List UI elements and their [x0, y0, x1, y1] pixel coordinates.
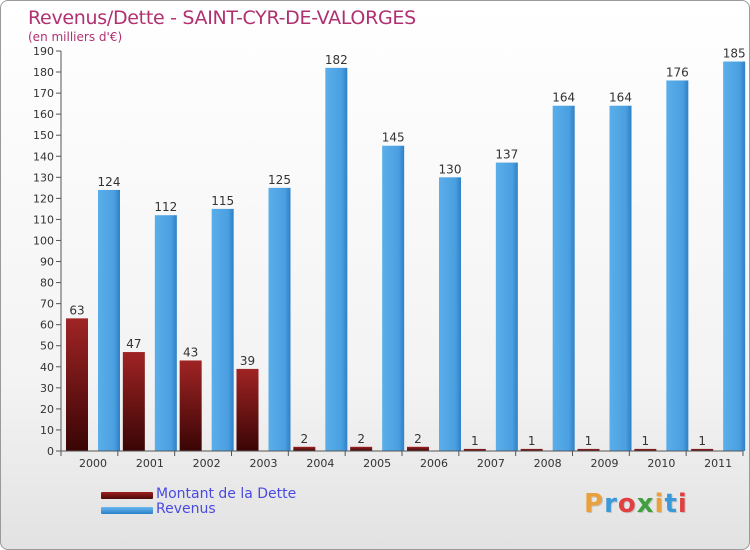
- bar-dette: [350, 446, 373, 451]
- x-tick-label: 2001: [136, 457, 164, 470]
- data-label-dette: 1: [642, 434, 650, 448]
- legend-label-revenus: Revenus: [156, 501, 216, 517]
- data-label-dette: 1: [585, 434, 593, 448]
- legend-swatch-revenus: [101, 507, 153, 514]
- bar-dette: [122, 352, 145, 451]
- data-label-dette: 63: [69, 303, 84, 317]
- y-tick-label: 30: [40, 382, 54, 395]
- bar-dette: [66, 318, 88, 451]
- y-tick-label: 100: [33, 234, 54, 247]
- data-label-dette: 2: [414, 432, 422, 446]
- data-label-dette: 2: [357, 432, 365, 446]
- bar-dette: [236, 368, 259, 451]
- y-tick-label: 0: [47, 445, 54, 458]
- logo-letter: r: [604, 489, 618, 519]
- y-tick-label: 90: [40, 256, 54, 269]
- bar-revenus: [666, 80, 689, 451]
- legend-label-dette: Montant de la Dette: [156, 486, 297, 502]
- y-tick-label: 160: [33, 108, 54, 121]
- data-label-revenus: 182: [325, 53, 348, 67]
- data-label-revenus: 164: [609, 91, 632, 105]
- y-tick-label: 110: [33, 213, 54, 226]
- x-tick-label: 2003: [250, 457, 278, 470]
- bar-revenus: [268, 187, 291, 451]
- data-label-revenus: 137: [495, 148, 518, 162]
- x-tick-label: 2010: [647, 457, 675, 470]
- y-tick-label: 50: [40, 340, 54, 353]
- y-tick-label: 130: [33, 171, 54, 184]
- bar-revenus: [154, 215, 177, 451]
- data-label-dette: 1: [471, 434, 479, 448]
- data-label-revenus: 145: [382, 131, 405, 145]
- logo-letter: P: [584, 489, 605, 519]
- data-label-dette: 47: [126, 337, 141, 351]
- y-tick-label: 80: [40, 277, 54, 290]
- data-label-dette: 1: [528, 434, 536, 448]
- x-tick-label: 2005: [363, 457, 391, 470]
- x-tick-label: 2007: [477, 457, 505, 470]
- bar-revenus: [439, 177, 461, 451]
- bar-revenus: [98, 189, 120, 451]
- bar-revenus: [382, 145, 405, 451]
- data-label-revenus: 115: [211, 194, 234, 208]
- data-label-revenus: 176: [666, 65, 689, 79]
- x-tick-label: 2000: [79, 457, 107, 470]
- bar-dette: [634, 448, 657, 451]
- x-tick-label: 2008: [534, 457, 562, 470]
- y-tick-label: 10: [40, 424, 54, 437]
- bar-revenus: [495, 162, 518, 451]
- data-label-dette: 43: [183, 345, 198, 359]
- logo-letter: o: [617, 489, 637, 519]
- bar-revenus: [325, 67, 348, 451]
- y-tick-label: 70: [40, 298, 54, 311]
- bar-revenus: [552, 105, 575, 451]
- x-tick-label: 2006: [420, 457, 448, 470]
- bar-revenus: [609, 105, 632, 451]
- y-tick-label: 40: [40, 361, 54, 374]
- data-label-revenus: 124: [98, 175, 121, 189]
- data-label-dette: 39: [240, 354, 255, 368]
- logo-letter: x: [636, 489, 655, 519]
- x-tick-label: 2004: [306, 457, 334, 470]
- y-tick-label: 120: [33, 192, 54, 205]
- y-tick-label: 170: [33, 87, 54, 100]
- data-label-revenus: 112: [154, 200, 177, 214]
- data-label-dette: 2: [301, 432, 309, 446]
- bar-dette: [577, 448, 600, 451]
- data-label-revenus: 130: [439, 162, 462, 176]
- bar-dette: [691, 448, 714, 451]
- bar-dette: [520, 448, 543, 451]
- legend-swatch-dette: [101, 492, 153, 499]
- bar-dette: [293, 446, 316, 451]
- data-label-revenus: 164: [552, 91, 575, 105]
- logo-letter: i: [677, 489, 688, 519]
- y-tick-label: 60: [40, 319, 54, 332]
- y-tick-label: 140: [33, 150, 54, 163]
- logo-letter: i: [654, 489, 665, 519]
- bar-revenus: [723, 61, 746, 452]
- x-tick-label: 2002: [193, 457, 221, 470]
- x-tick-label: 2009: [591, 457, 619, 470]
- y-tick-label: 180: [33, 66, 54, 79]
- bar-dette: [463, 448, 486, 451]
- y-tick-label: 190: [33, 45, 54, 58]
- y-tick-label: 150: [33, 129, 54, 142]
- data-label-revenus: 125: [268, 173, 291, 187]
- chart-subtitle: (en milliers d'€): [28, 30, 123, 44]
- bar-dette: [179, 360, 202, 451]
- data-label-revenus: 185: [723, 47, 746, 61]
- proxiti-logo: Proxiti: [584, 489, 688, 519]
- data-label-dette: 1: [698, 434, 706, 448]
- bar-dette: [407, 446, 429, 451]
- y-tick-label: 20: [40, 403, 54, 416]
- x-tick-label: 2011: [704, 457, 732, 470]
- chart-title: Revenus/Dette - SAINT-CYR-DE-VALORGES: [28, 7, 416, 29]
- bar-revenus: [211, 208, 234, 451]
- logo-letter: t: [664, 489, 678, 519]
